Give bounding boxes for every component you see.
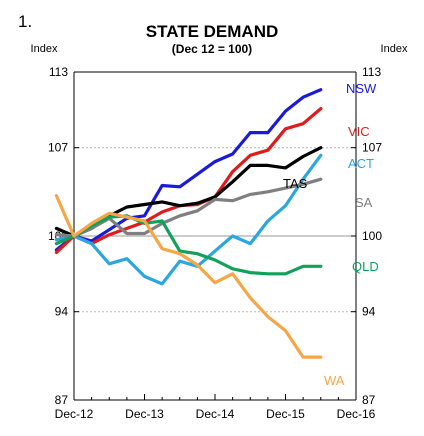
y-tick-label-left-94: 94 bbox=[55, 305, 69, 319]
x-tick-label-Dec-12: Dec-12 bbox=[55, 407, 94, 421]
series-label-qld: QLD bbox=[352, 259, 379, 274]
series-label-layer: NSW VIC ACT TAS SA QLD WA bbox=[283, 81, 379, 388]
y-tick-label-right-107: 107 bbox=[362, 141, 382, 155]
series-label-wa: WA bbox=[324, 373, 345, 388]
y-tick-label-left-113: 113 bbox=[49, 65, 68, 79]
x-tick-label-Dec-15: Dec-15 bbox=[266, 407, 305, 421]
series-line-qld bbox=[54, 214, 323, 276]
series-label-vic: VIC bbox=[348, 124, 370, 139]
chart-title: STATE DEMAND bbox=[146, 22, 279, 41]
y-tick-label-right-87: 87 bbox=[362, 393, 376, 407]
series-line-sa bbox=[54, 177, 323, 238]
y-tick-label-right-113: 113 bbox=[362, 65, 381, 79]
series-label-nsw: NSW bbox=[346, 81, 377, 96]
series-line-act bbox=[54, 153, 323, 286]
series-layer bbox=[54, 88, 323, 359]
y-axis-label-right: Index bbox=[381, 43, 408, 55]
y-tick-label-left-107: 107 bbox=[48, 141, 68, 155]
x-tick-label-Dec-16: Dec-16 bbox=[337, 407, 376, 421]
y-tick-label-right-94: 94 bbox=[362, 305, 376, 319]
y-tick-label-left-87: 87 bbox=[55, 393, 69, 407]
chart-subtitle: (Dec 12 = 100) bbox=[172, 42, 252, 56]
series-line-wa bbox=[54, 194, 323, 359]
x-tick-label-Dec-13: Dec-13 bbox=[125, 407, 164, 421]
y-tick-label-right-100: 100 bbox=[362, 229, 382, 243]
series-line-nsw bbox=[54, 88, 323, 252]
series-label-sa: SA bbox=[355, 195, 373, 210]
panel-number: 1. bbox=[18, 12, 32, 31]
series-label-tas: TAS bbox=[283, 176, 308, 191]
x-tick-label-Dec-14: Dec-14 bbox=[196, 407, 235, 421]
y-axis-label-left: Index bbox=[31, 43, 58, 55]
grid-layer bbox=[74, 147, 356, 313]
series-label-act: ACT bbox=[348, 156, 374, 171]
